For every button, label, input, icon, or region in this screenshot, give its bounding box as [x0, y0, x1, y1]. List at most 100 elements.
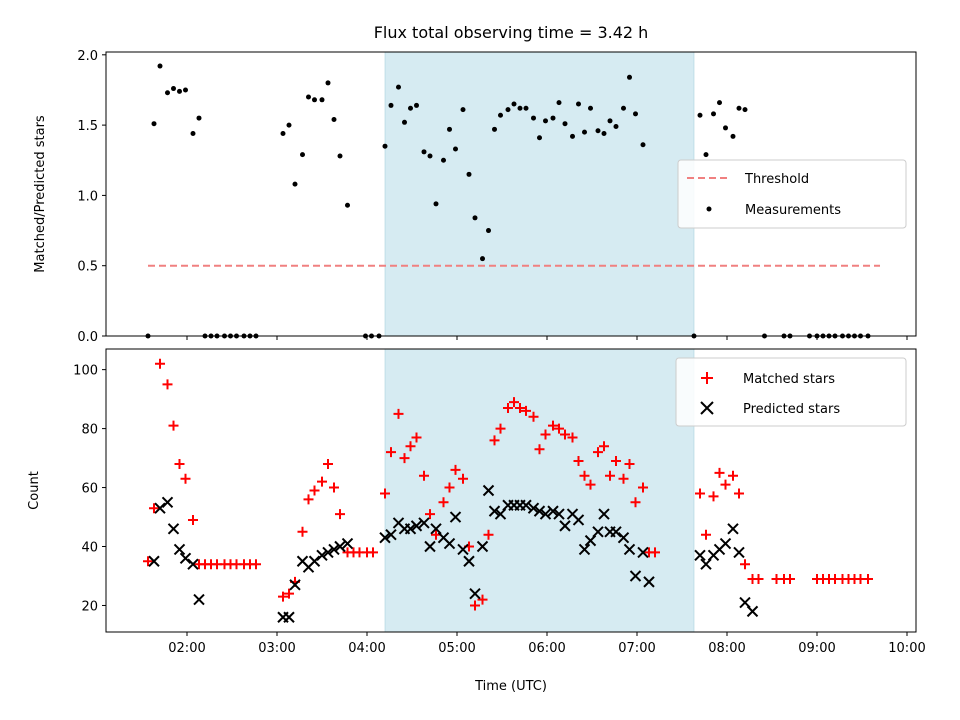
measurements-point: [427, 153, 433, 159]
measurements-point: [196, 115, 202, 121]
predicted-stars-point: [449, 511, 462, 523]
matched-stars-point: [180, 473, 191, 484]
predicted-stars-point: [173, 543, 186, 556]
matched-stars-point: [579, 470, 590, 481]
measurements-point: [717, 100, 722, 106]
measurements-point: [723, 125, 728, 131]
observing-window-shade-bottom: [384, 348, 695, 633]
matched-stars-point: [695, 488, 705, 499]
matched-stars-point: [303, 494, 314, 505]
matched-stars-point: [450, 464, 461, 475]
matched-stars-point: [540, 429, 551, 440]
y-tick-label: 1.5: [77, 119, 98, 134]
measurements-point: [171, 86, 176, 92]
matched-stars-point: [297, 526, 308, 537]
measurements-point: [325, 80, 331, 86]
measurements-point: [460, 107, 466, 113]
measurements-point: [414, 102, 419, 108]
y-tick-label: 0.0: [77, 330, 98, 345]
y-tick-label: 60: [81, 482, 98, 497]
predicted-stars-point: [623, 543, 636, 556]
top-legend-box: [677, 159, 907, 229]
measurements-point: [621, 105, 626, 111]
measurements-point: [183, 87, 188, 93]
matched-stars-point: [168, 420, 179, 431]
predicted-stars-point: [476, 540, 489, 553]
matched-stars-point: [593, 447, 603, 458]
matched-stars-point: [753, 573, 764, 584]
matched-stars-point: [650, 547, 660, 558]
matched-stars-point: [560, 429, 570, 440]
predicted-stars-point: [547, 505, 559, 517]
measurements-point: [151, 121, 157, 127]
measurements-point: [730, 133, 736, 139]
matched-stars-point: [630, 497, 641, 508]
predicted-stars-point: [598, 508, 610, 520]
predicted-stars-point: [553, 508, 565, 520]
x-tick-label: 10:00: [888, 641, 925, 656]
measurements-point: [627, 74, 632, 80]
matched-stars-point: [599, 441, 609, 452]
predicted-stars-point: [193, 593, 205, 606]
measurements-point: [319, 97, 325, 103]
predicted-stars-point: [148, 555, 160, 567]
measurements-point: [550, 115, 556, 121]
predicted-stars-point: [719, 537, 732, 550]
measurements-point: [511, 101, 517, 107]
matched-stars-point: [515, 402, 525, 413]
predicted-stars-point: [637, 546, 649, 559]
matched-stars-point: [419, 470, 429, 481]
matched-stars-legend-swatch: [701, 372, 713, 384]
matched-stars-point: [720, 479, 731, 490]
matched-stars-point: [618, 473, 629, 484]
predicted-stars-point: [533, 505, 546, 517]
matched-stars-point: [477, 594, 488, 605]
measurements-point: [453, 146, 458, 152]
matched-stars-point: [624, 458, 635, 469]
predicted-stars-point: [161, 496, 174, 508]
measurements-point: [157, 63, 163, 69]
measurements-point: [286, 122, 292, 128]
predicted-stars-point: [328, 543, 340, 556]
bottom-legend-box: [675, 357, 907, 427]
predicted-stars-point: [539, 508, 552, 520]
measurements-legend-label: Measurements: [745, 203, 841, 218]
measurements-point: [408, 105, 413, 111]
measurements-point: [486, 228, 491, 234]
matched-stars-point: [399, 453, 410, 464]
predicted-stars-point: [410, 520, 423, 532]
predicted-stars-point: [469, 587, 481, 600]
top-panel: 0.00.51.01.52.0 Matched/Predicted stars …: [33, 49, 917, 345]
y-tick-label: 20: [81, 599, 98, 614]
measurements-point: [433, 201, 439, 207]
threshold-legend-label: Threshold: [744, 172, 809, 187]
matched-stars-point: [368, 547, 378, 558]
predicted-stars-legend-swatch: [700, 401, 714, 415]
x-tick-label: 04:00: [348, 641, 385, 656]
matched-stars-point: [534, 444, 545, 455]
matched-stars-point: [386, 447, 396, 458]
observing-window-shade-top: [384, 51, 695, 337]
matched-stars-point: [785, 573, 795, 584]
predicted-stars-point: [746, 605, 759, 618]
predicted-stars-point: [463, 555, 475, 567]
bottom-y-axis-label: Count: [27, 471, 42, 510]
matched-stars-point: [405, 441, 416, 452]
matched-stars-point: [143, 556, 153, 567]
measurements-point: [498, 112, 503, 118]
y-tick-label: 100: [73, 364, 98, 379]
measurements-point: [543, 118, 548, 124]
measurements-point: [177, 88, 182, 94]
predicted-stars-point: [385, 529, 397, 541]
predicted-stars-point: [289, 579, 301, 591]
x-tick-label: 06:00: [528, 641, 565, 656]
y-tick-label: 0.5: [77, 260, 98, 275]
measurements-point: [697, 112, 703, 118]
matched-stars-point: [323, 458, 333, 469]
measurements-point: [736, 105, 742, 111]
bottom-legend: Matched stars Predicted stars: [675, 357, 907, 427]
measurements-point: [165, 90, 170, 96]
measurements-point: [292, 181, 298, 187]
measurements-point: [492, 126, 497, 132]
top-axes-frame: [105, 51, 917, 337]
